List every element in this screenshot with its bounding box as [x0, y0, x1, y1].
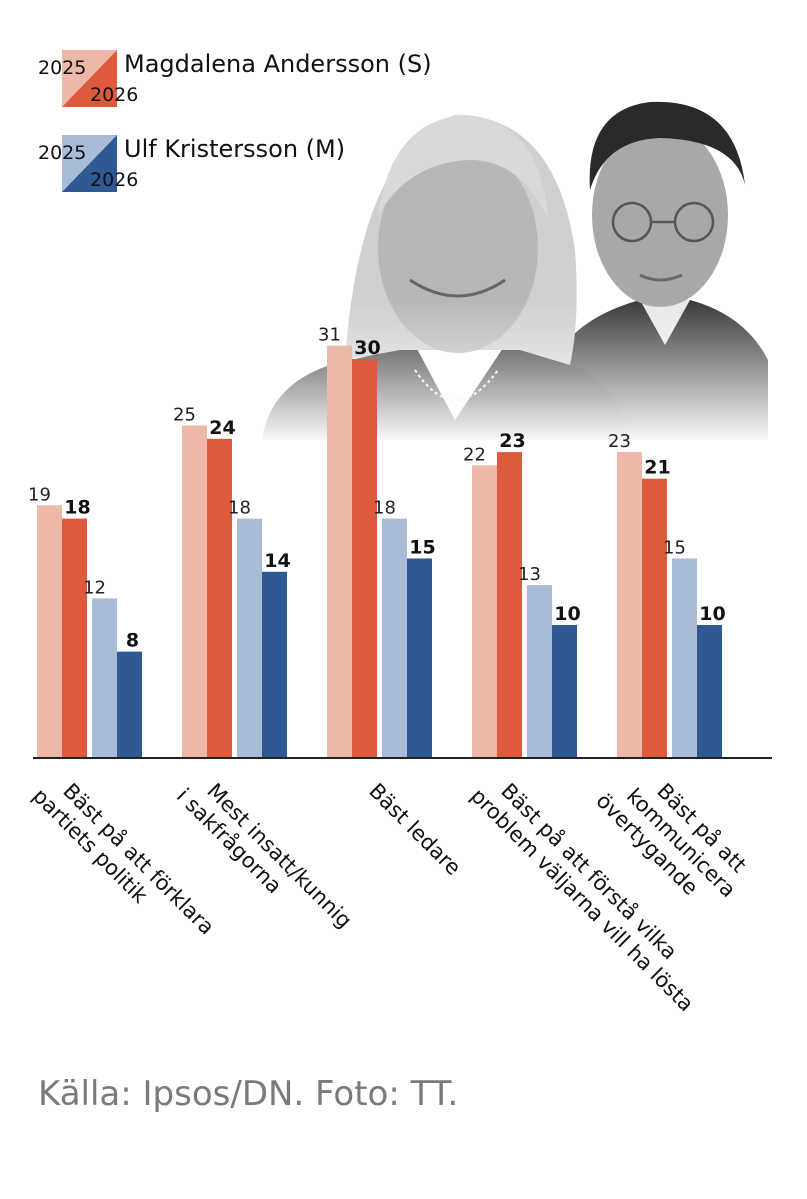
value-label-series2-cat3: 13	[518, 564, 541, 585]
bar-series1-cat3	[497, 452, 522, 758]
value-label-series0-cat0: 19	[28, 484, 51, 505]
value-label-series3-cat3: 10	[554, 603, 580, 625]
bar-series1-cat1	[207, 438, 232, 758]
value-label-series0-cat4: 23	[608, 431, 631, 452]
bar-series0-cat3	[472, 465, 497, 758]
value-label-series2-cat0: 12	[83, 577, 106, 598]
bar-series3-cat2	[407, 558, 432, 758]
value-label-series1-cat1: 24	[209, 417, 235, 439]
bars	[37, 345, 722, 758]
value-label-series2-cat2: 18	[373, 498, 396, 519]
bar-series3-cat0	[117, 651, 142, 758]
category-label-line: Bäst ledare	[364, 779, 465, 880]
bar-series1-cat4	[642, 478, 667, 758]
bar-series2-cat4	[672, 558, 697, 758]
bar-series2-cat0	[92, 598, 117, 758]
value-label-series3-cat1: 14	[264, 550, 290, 572]
value-label-series3-cat0: 8	[126, 630, 139, 652]
bar-series0-cat1	[182, 425, 207, 758]
category-label-2: Bäst ledare	[364, 779, 465, 880]
bar-series1-cat0	[62, 518, 87, 758]
value-label-series2-cat4: 15	[663, 538, 686, 559]
value-label-series0-cat3: 22	[463, 444, 486, 465]
value-label-series3-cat2: 15	[409, 537, 435, 559]
value-label-series1-cat3: 23	[499, 430, 525, 452]
value-label-series1-cat2: 30	[354, 337, 380, 359]
legend-year-cur: 2026	[90, 84, 138, 106]
legend-swatch-2026	[62, 50, 117, 107]
bar-series3-cat3	[552, 625, 577, 758]
bar-series0-cat4	[617, 452, 642, 758]
value-label-series1-cat4: 21	[644, 457, 670, 479]
bar-series0-cat0	[37, 505, 62, 758]
bar-series3-cat4	[697, 625, 722, 758]
bar-series2-cat2	[382, 518, 407, 758]
legend-year-prev: 2025	[38, 57, 86, 79]
legend-label: Magdalena Andersson (S)	[124, 50, 432, 78]
value-label-series3-cat4: 10	[699, 603, 725, 625]
legend-year-prev: 2025	[38, 142, 86, 164]
legend-swatch-2026	[62, 135, 117, 192]
legend-label: Ulf Kristersson (M)	[124, 135, 345, 163]
value-label-series0-cat1: 25	[173, 405, 196, 426]
legend-year-cur: 2026	[90, 169, 138, 191]
bar-series1-cat2	[352, 359, 377, 758]
value-label-series0-cat2: 31	[318, 325, 341, 346]
value-labels: 19 25 31 22 23 18 24 30 23 21 12 18 18 13 15 8 14 15 10 10	[28, 325, 726, 652]
value-label-series2-cat1: 18	[228, 498, 251, 519]
source-note: Källa: Ipsos/DN. Foto: TT.	[38, 1074, 459, 1114]
bar-series0-cat2	[327, 345, 352, 758]
value-label-series1-cat0: 18	[64, 497, 90, 519]
bar-series2-cat3	[527, 585, 552, 758]
bar-series2-cat1	[237, 518, 262, 758]
bar-series3-cat1	[262, 571, 287, 758]
category-label-line: Mest insatt/kunnig	[202, 779, 356, 933]
